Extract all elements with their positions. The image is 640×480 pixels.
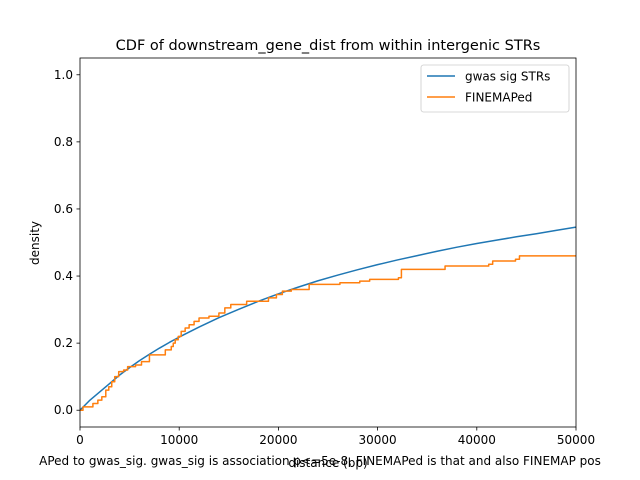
- axes-layer: 0 10000 20000 30000 40000 50000 0.0 0.2 0.4 0.6 0.…: [54, 57, 595, 447]
- y-tick-label: 0.8: [54, 135, 73, 149]
- plot-frame: [79, 57, 577, 428]
- legend-label: gwas sig STRs: [465, 70, 550, 84]
- series-layer: [80, 226, 576, 411]
- legend-label: FINEMAPed: [465, 91, 532, 105]
- x-tick-label: 30000: [359, 433, 397, 447]
- caption-text: APed to gwas_sig. gwas_sig is associatio…: [39, 454, 601, 468]
- y-tick-label: 0.4: [54, 269, 73, 283]
- series-line-1: [80, 255, 576, 411]
- series-line-0: [80, 226, 576, 411]
- y-tick-label: 0.6: [54, 202, 73, 216]
- x-tick-label: 20000: [259, 433, 297, 447]
- y-tick-label: 0.2: [54, 336, 73, 350]
- y-axis-label: density: [28, 221, 42, 265]
- legend-box: [420, 64, 570, 113]
- y-tick-label: 0.0: [54, 403, 73, 417]
- x-tick-label: 50000: [557, 433, 595, 447]
- y-tick-label: 1.0: [54, 68, 73, 82]
- x-axis-label: distance (bp): [288, 456, 367, 470]
- x-tick-label: 10000: [160, 433, 198, 447]
- chart-title: CDF of downstream_gene_dist from within …: [116, 38, 541, 54]
- x-tick-label: 40000: [458, 433, 496, 447]
- legend: gwas sig STRs FINEMAPed: [420, 64, 570, 113]
- x-tick-label: 0: [76, 433, 84, 447]
